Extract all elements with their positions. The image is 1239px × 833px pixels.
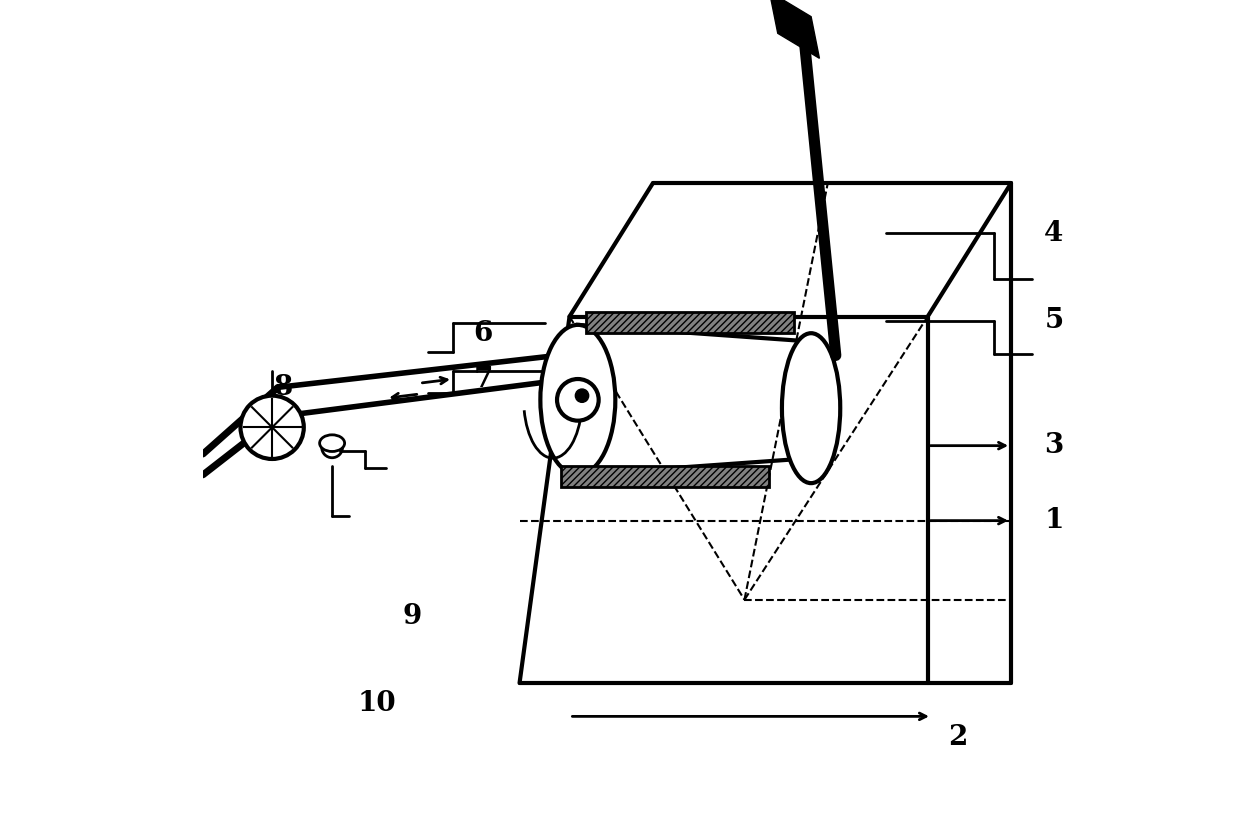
Ellipse shape [782, 333, 840, 483]
Polygon shape [769, 0, 819, 58]
Text: 2: 2 [949, 724, 968, 751]
Ellipse shape [540, 325, 616, 475]
Text: 5: 5 [1044, 307, 1063, 334]
Text: 3: 3 [1044, 432, 1063, 459]
Ellipse shape [320, 435, 344, 451]
Bar [561, 466, 769, 487]
Text: 8: 8 [274, 374, 294, 401]
Text: 7: 7 [473, 366, 493, 392]
Circle shape [240, 396, 304, 459]
Bar [586, 312, 794, 333]
Text: 1: 1 [1044, 507, 1064, 534]
Circle shape [575, 389, 589, 402]
Text: 4: 4 [1044, 220, 1063, 247]
Text: 6: 6 [473, 320, 493, 347]
Text: 10: 10 [357, 691, 395, 717]
Circle shape [558, 379, 598, 421]
Text: 9: 9 [403, 603, 422, 630]
